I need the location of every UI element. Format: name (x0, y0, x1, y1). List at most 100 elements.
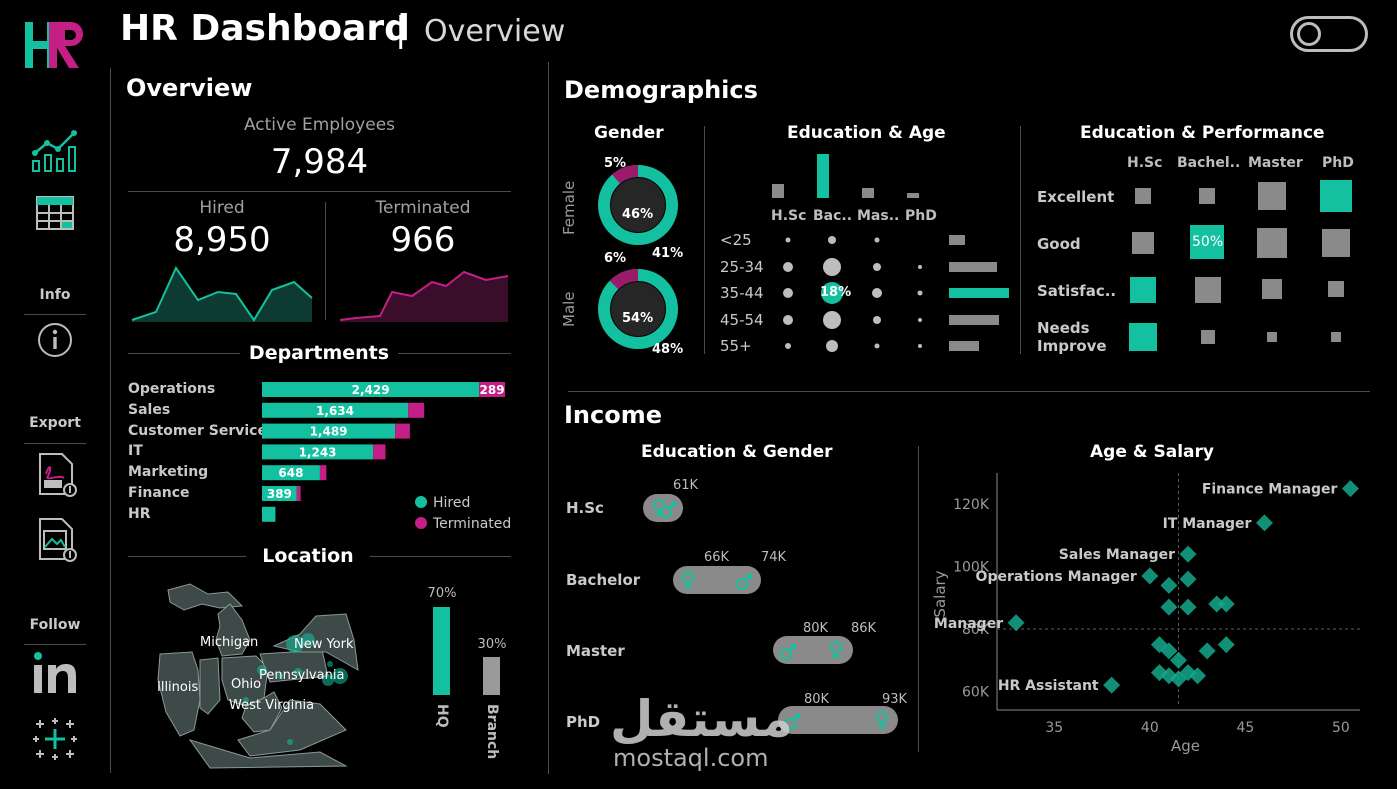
scatter-point[interactable] (1179, 545, 1197, 563)
scatter-point[interactable] (1179, 598, 1197, 616)
divider (24, 644, 86, 645)
watermark-latin: mostaql.com (613, 744, 769, 772)
hired-bar[interactable] (262, 382, 480, 397)
edu-col-bachelor: Bac.. (813, 208, 853, 224)
scatter-point[interactable] (1189, 667, 1207, 685)
edu-col-phd: PhD (905, 208, 937, 224)
edu-age-matrix (783, 235, 1009, 352)
x-tick-label: 45 (1236, 720, 1254, 736)
hired-label: Hired (199, 198, 245, 218)
y-tick-label: 60K (962, 684, 990, 700)
scatter-point[interactable] (1198, 642, 1216, 660)
income-row-phd: PhD (566, 713, 601, 731)
state-label-west-virginia: West Virginia (229, 698, 315, 713)
location-map[interactable] (150, 580, 370, 770)
female-inner-pct: 46% (622, 207, 654, 222)
scatter-point[interactable] (1170, 670, 1187, 688)
export-pdf-icon[interactable] (38, 452, 78, 498)
page-title: HR Dashboard (120, 8, 410, 49)
department-label: Finance (128, 485, 190, 501)
male-outer-pct: 6% (604, 251, 627, 266)
divider (24, 314, 86, 315)
divider (398, 353, 511, 354)
divider (548, 62, 549, 774)
hq-bar[interactable] (433, 607, 450, 695)
location-title: Location (262, 545, 354, 567)
scatter-point[interactable] (1103, 676, 1121, 694)
age-row-lt25: <25 (720, 231, 752, 249)
age-row-45-54: 45-54 (720, 311, 764, 329)
analytics-icon[interactable] (30, 125, 80, 175)
branch-bar[interactable] (483, 657, 500, 695)
male-inner-pct: 54% (622, 311, 654, 326)
perf-col-bachelor: Bachel.. (1177, 155, 1241, 171)
hired-bar[interactable] (262, 444, 374, 460)
hired-value-label: 1,489 (310, 425, 348, 439)
perf-col-phd: PhD (1322, 155, 1354, 171)
scatter-point[interactable] (1217, 595, 1235, 613)
female-outer-pct: 5% (604, 156, 627, 171)
divider (568, 391, 1370, 392)
edu-col-master: Mas.. (857, 208, 900, 224)
scatter-point[interactable] (1255, 514, 1273, 532)
hired-bar[interactable] (262, 423, 396, 439)
age-salary-title: Age & Salary (1090, 442, 1214, 462)
male-right-pct: 48% (652, 342, 684, 357)
bachelor-male-value: 74K (761, 550, 787, 565)
hired-bar[interactable] (262, 486, 297, 501)
scatter-point[interactable] (1179, 570, 1197, 588)
scatter-point[interactable] (1141, 567, 1159, 585)
linkedin-icon[interactable] (32, 651, 78, 695)
departments-title: Departments (248, 342, 390, 364)
terminated-bar[interactable] (395, 423, 410, 439)
info-icon[interactable] (37, 322, 73, 358)
table-icon[interactable] (36, 196, 74, 230)
terminated-label: Terminated (375, 198, 471, 218)
divider (918, 446, 919, 752)
scatter-point[interactable] (1160, 598, 1178, 616)
divider (325, 202, 326, 320)
hired-bar[interactable] (262, 402, 409, 418)
terminated-bar[interactable] (319, 465, 327, 481)
male-axis-label: Male (560, 291, 578, 327)
point-annotation: HR Assistant (998, 678, 1099, 694)
edu-perf-matrix (1129, 180, 1352, 351)
scatter-point[interactable] (1341, 480, 1359, 498)
department-label: Operations (128, 381, 216, 397)
legend-terminated: Terminated (415, 516, 511, 532)
female-axis-label: Female (560, 180, 578, 235)
legend-terminated-label: Terminated (433, 516, 512, 532)
divider (110, 68, 111, 773)
terminated-bar[interactable] (479, 382, 505, 397)
scatter-point[interactable] (1150, 636, 1168, 654)
scatter-point[interactable] (1150, 664, 1168, 682)
divider (128, 556, 246, 557)
departments-chart: 2,429 289 1,634 1,489 1,243 648 389 (262, 382, 505, 522)
perf-col-hsc: H.Sc (1127, 155, 1163, 171)
y-axis-label: Salary (931, 570, 949, 617)
scatter-point[interactable] (1160, 642, 1178, 660)
terminated-bar[interactable] (408, 402, 425, 418)
scatter-point[interactable] (1007, 614, 1025, 632)
terminated-bar[interactable] (296, 486, 301, 501)
legend-hired: Hired (415, 495, 470, 511)
point-annotation: Operations Manager (976, 569, 1137, 585)
theme-toggle[interactable] (1290, 16, 1368, 52)
hired-value-label: 389 (267, 487, 292, 501)
scatter-point[interactable] (1217, 636, 1235, 654)
scatter-point[interactable] (1160, 576, 1178, 594)
follow-label: Follow (29, 617, 81, 633)
scatter-point[interactable] (1208, 595, 1226, 613)
tableau-icon[interactable] (32, 717, 78, 761)
hq-label: HQ (434, 704, 450, 728)
divider (704, 126, 705, 354)
scatter-point[interactable] (1170, 651, 1187, 669)
y-tick-label: 120K (953, 497, 990, 513)
terminated-bar[interactable] (373, 444, 386, 460)
bachelor-female-value: 66K (704, 550, 730, 565)
export-image-icon[interactable] (38, 517, 78, 563)
branch-pct: 30% (477, 637, 507, 652)
department-label: Sales (128, 401, 171, 418)
hired-bar[interactable] (262, 465, 320, 481)
hired-bar[interactable] (262, 506, 276, 522)
